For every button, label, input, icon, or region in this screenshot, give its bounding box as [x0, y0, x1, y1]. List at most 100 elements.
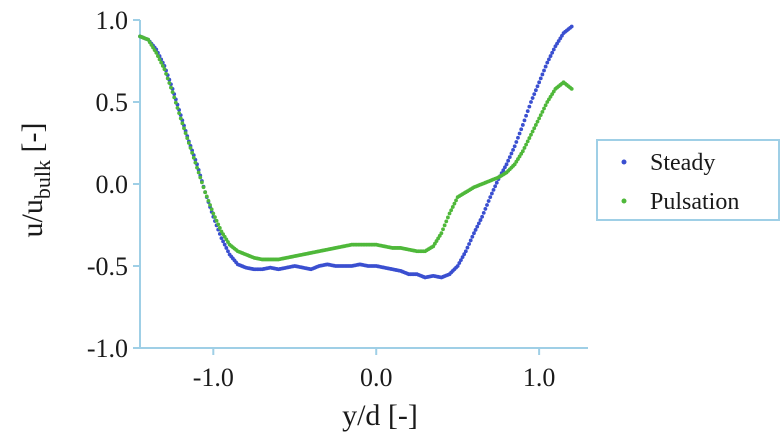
data-point-pulsation [188, 146, 193, 150]
data-point-steady [530, 96, 535, 100]
data-point-steady [491, 188, 496, 192]
data-point-pulsation [446, 215, 450, 220]
data-point-steady [543, 64, 548, 69]
data-point-steady [467, 242, 471, 246]
data-point-steady [460, 255, 465, 260]
x-axis-title: y/d [-] [342, 399, 418, 432]
x-ticks: -1.0 0.0 1.0 [193, 348, 556, 392]
data-point-steady [476, 221, 481, 226]
data-point-steady [537, 80, 542, 85]
data-point-steady [475, 224, 480, 229]
data-point-pulsation [217, 226, 222, 230]
data-point-pulsation [439, 231, 444, 236]
data-point-steady [516, 135, 520, 140]
data-point-pulsation [535, 119, 540, 124]
data-point-steady [455, 264, 460, 268]
data-point-pulsation [175, 106, 180, 110]
data-point-pulsation [173, 100, 178, 105]
data-point-steady [517, 131, 522, 136]
x-tick-label: 1.0 [523, 363, 556, 392]
legend-marker-steady [621, 159, 627, 165]
data-point-pulsation [533, 123, 538, 127]
data-point-pulsation [449, 208, 454, 213]
data-point-pulsation [170, 90, 175, 95]
data-point-steady [545, 60, 550, 65]
data-point-pulsation [454, 198, 458, 203]
data-point-steady [459, 258, 463, 262]
data-point-pulsation [208, 203, 212, 207]
data-point-pulsation [452, 201, 457, 206]
data-point-pulsation [162, 67, 167, 72]
data-point-pulsation [195, 165, 199, 170]
y-tick-label: 1.0 [96, 6, 129, 35]
data-point-pulsation [213, 215, 217, 220]
y-axis-title-unit: [-] [16, 123, 49, 160]
data-point-pulsation [522, 146, 527, 150]
y-ticks: 1.0 0.5 0.0 -0.5 -1.0 [87, 6, 140, 363]
data-point-steady [489, 191, 494, 196]
data-point-pulsation [209, 207, 214, 212]
data-point-steady [486, 199, 491, 203]
data-point-pulsation [214, 218, 219, 223]
data-point-steady [533, 88, 538, 93]
data-point-steady [551, 47, 556, 52]
data-point-pulsation [196, 170, 201, 175]
legend-label-pulsation: Pulsation [650, 189, 739, 215]
data-point-steady [224, 246, 229, 250]
data-point-steady [501, 168, 506, 173]
data-point-steady [532, 92, 537, 97]
data-point-pulsation [186, 141, 191, 145]
data-point-pulsation [164, 71, 168, 76]
data-point-steady [481, 210, 486, 215]
data-point-pulsation [450, 205, 455, 209]
data-point-pulsation [520, 149, 525, 154]
data-point-steady [493, 184, 498, 189]
data-point-pulsation [191, 155, 196, 160]
data-point-pulsation [542, 106, 546, 111]
series-group [138, 24, 574, 280]
data-point-steady [529, 100, 533, 104]
data-point-pulsation [160, 64, 165, 68]
data-point-steady [485, 203, 489, 207]
data-point-steady [226, 249, 230, 254]
data-point-pulsation [203, 190, 208, 195]
data-point-pulsation [157, 57, 162, 62]
data-point-pulsation [569, 86, 574, 91]
data-point-pulsation [177, 111, 182, 116]
data-point-steady [548, 54, 553, 58]
data-point-steady [509, 151, 514, 156]
data-point-pulsation [216, 222, 221, 227]
data-point-steady [520, 123, 525, 127]
data-point-steady [522, 118, 527, 123]
data-point-pulsation [180, 121, 185, 126]
data-point-pulsation [524, 142, 528, 147]
data-point-pulsation [198, 175, 203, 180]
x-tick-label: 0.0 [360, 363, 393, 392]
data-point-steady [514, 140, 519, 144]
data-point-steady [503, 165, 507, 170]
data-point-steady [550, 50, 555, 55]
series-pulsation [138, 34, 574, 262]
data-point-pulsation [543, 103, 548, 108]
y-tick-label: 0.0 [96, 170, 129, 199]
data-point-steady [473, 228, 478, 232]
data-point-pulsation [169, 85, 173, 90]
data-point-pulsation [154, 50, 159, 55]
data-point-steady [519, 127, 524, 132]
x-tick-label: -1.0 [193, 363, 234, 392]
data-point-steady [506, 158, 511, 163]
data-point-pulsation [201, 185, 206, 190]
data-point-steady [512, 144, 517, 149]
legend: Steady Pulsation [596, 139, 780, 221]
data-point-pulsation [185, 136, 190, 140]
data-point-pulsation [525, 139, 530, 144]
data-point-pulsation [442, 223, 447, 228]
data-point-pulsation [527, 136, 532, 140]
data-point-pulsation [211, 211, 216, 216]
data-point-pulsation [167, 81, 172, 85]
data-point-steady [483, 207, 488, 211]
data-point-pulsation [200, 180, 204, 185]
data-point-steady [542, 68, 546, 73]
data-point-pulsation [178, 116, 183, 121]
